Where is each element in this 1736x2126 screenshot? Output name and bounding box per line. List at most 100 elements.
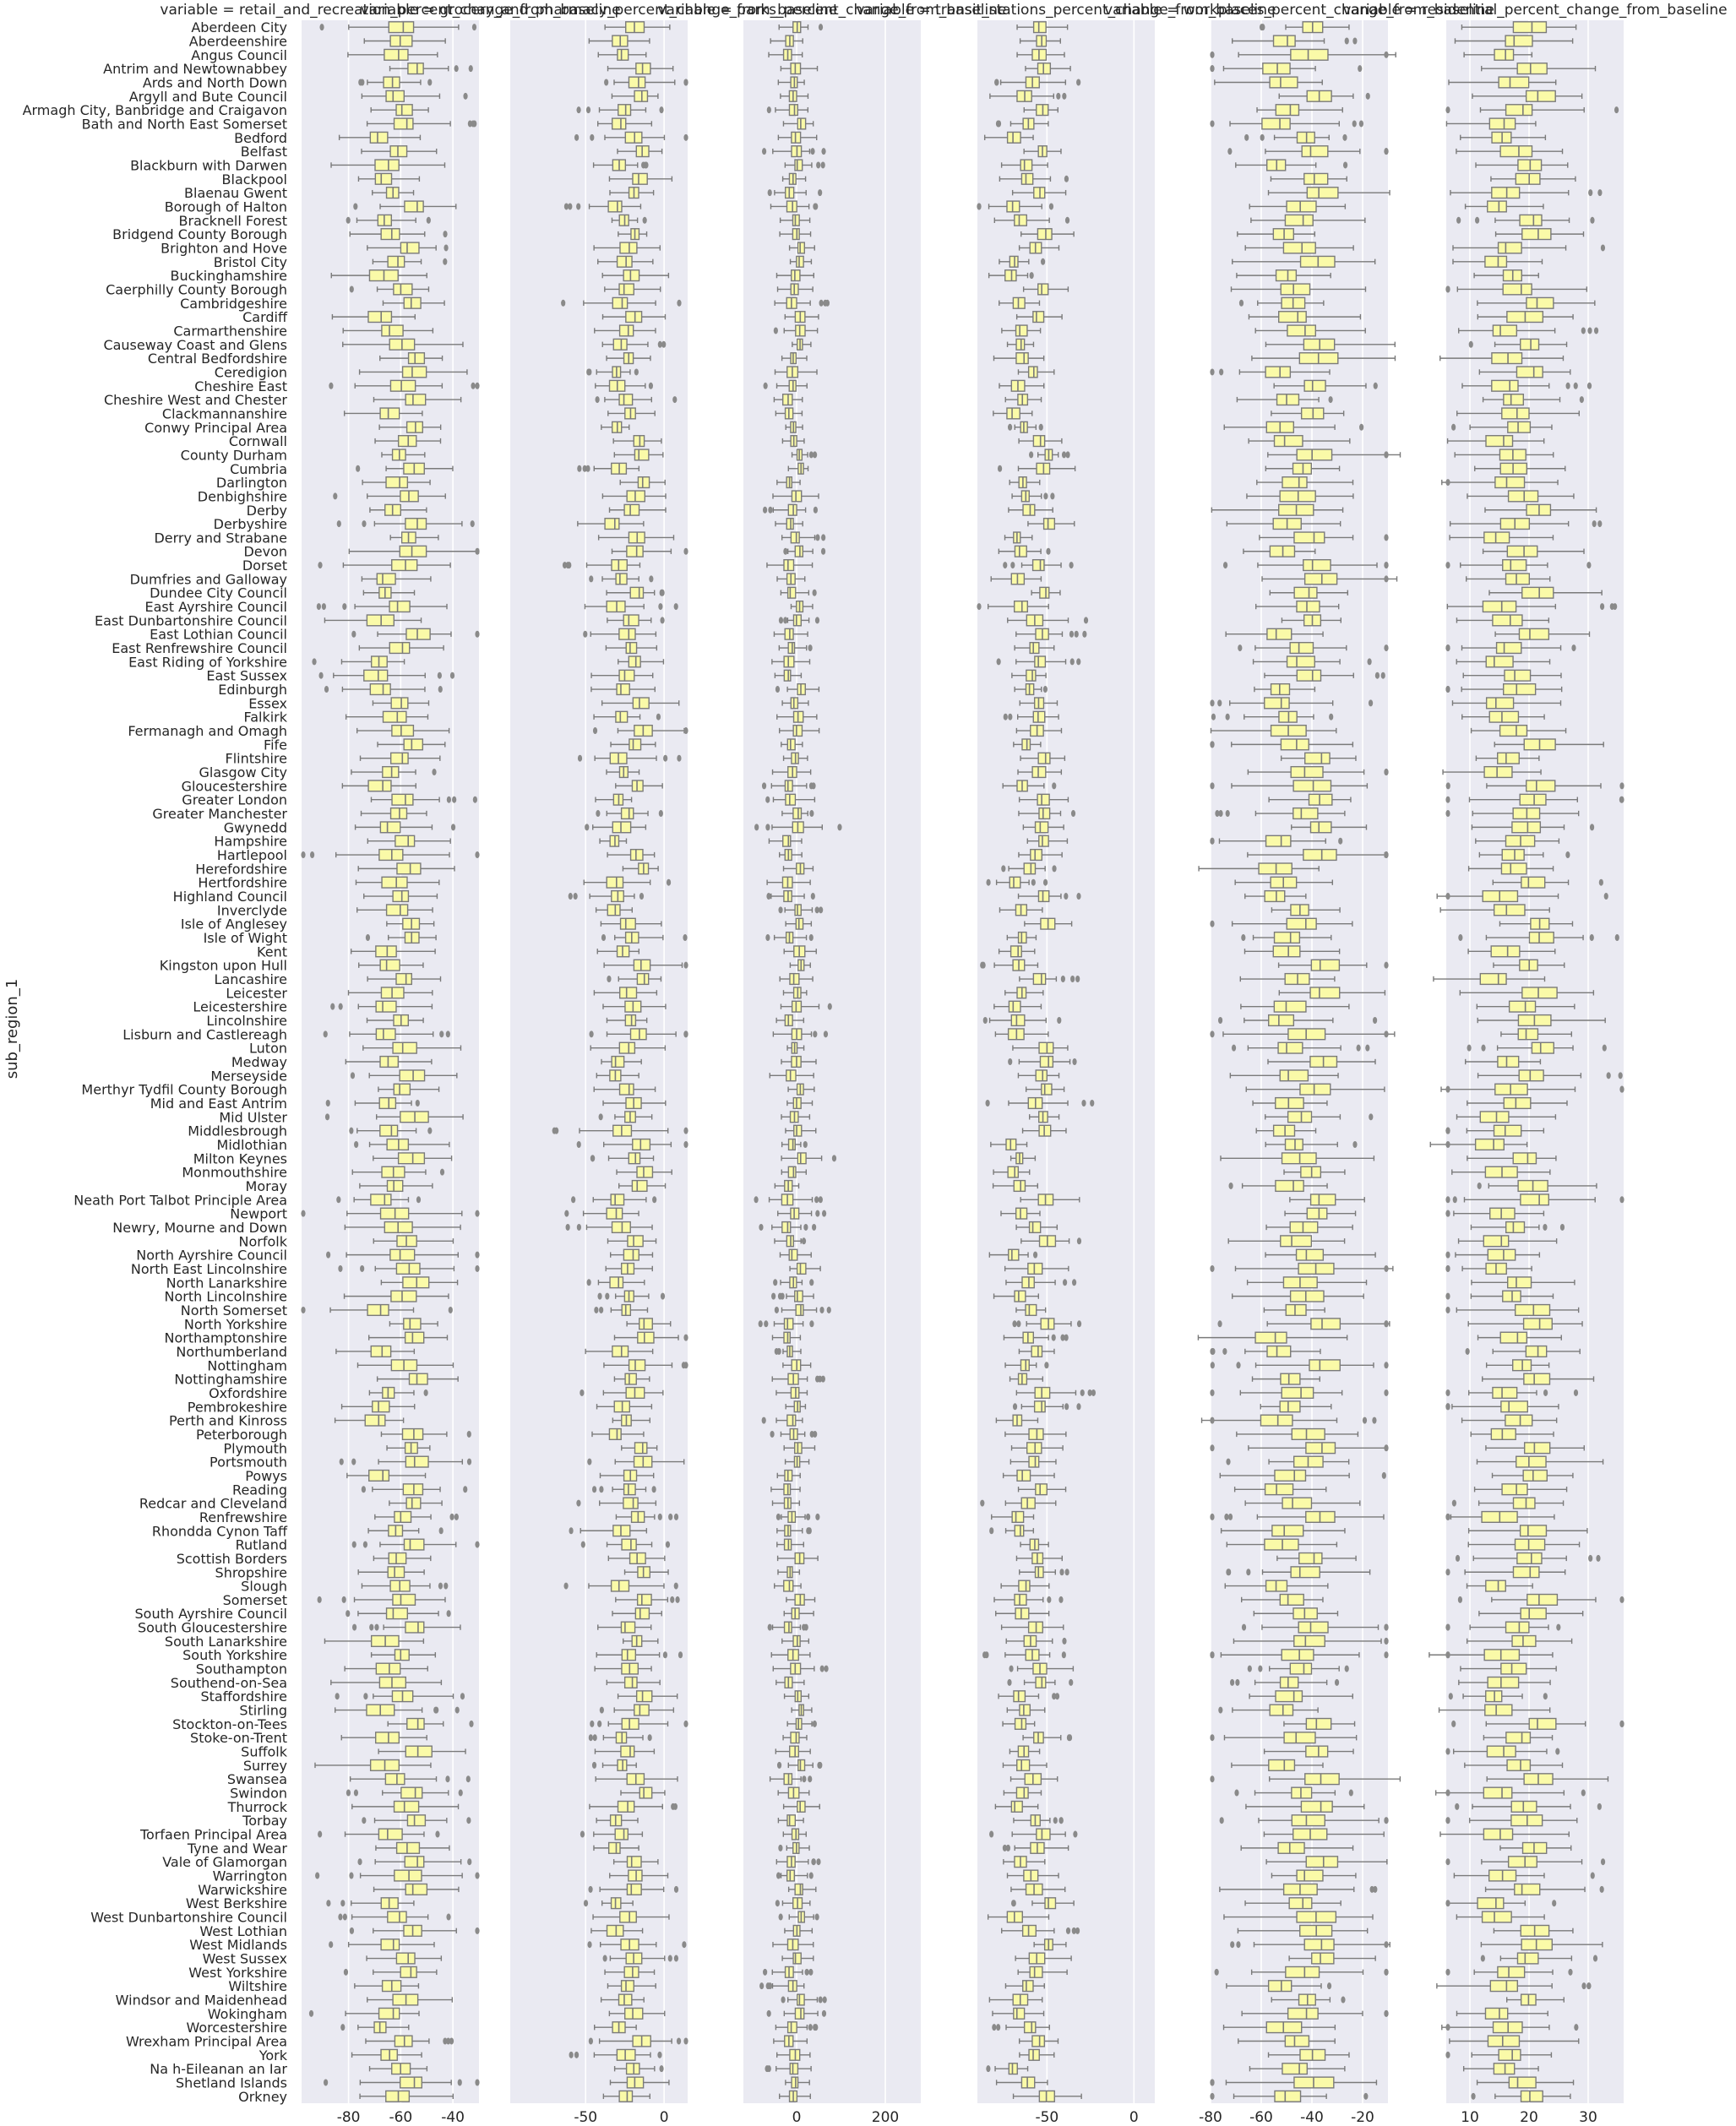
outlier-point (443, 2037, 448, 2045)
box-dorset (766, 559, 814, 572)
box-southend-on-sea (330, 1676, 443, 1688)
iqr-box (395, 1952, 416, 1965)
iqr-box (374, 1732, 400, 1744)
box-herefordshire (622, 862, 659, 875)
box-stirling (1006, 1704, 1046, 1716)
outlier-point (810, 893, 815, 900)
box-clackmannanshire (775, 407, 803, 420)
outlier-point (817, 1375, 823, 1383)
outlier-point (585, 465, 590, 472)
box-pembrokeshire (785, 1400, 807, 1413)
box-york (351, 2048, 422, 2061)
box-vale-of-glamorgan (357, 1856, 472, 1868)
outlier-point (475, 1541, 480, 1548)
iqr-box (1023, 862, 1037, 875)
box-gwynedd (754, 821, 842, 834)
box-caerphilly-county-borough (1022, 283, 1069, 296)
iqr-box (787, 1166, 797, 1178)
iqr-box (784, 780, 793, 792)
box-medway (345, 1055, 433, 1068)
box-isle-of-anglesey (1024, 917, 1073, 930)
iqr-box (623, 1676, 638, 1688)
box-east-sussex (774, 669, 803, 682)
outlier-point (341, 1596, 346, 1603)
iqr-box (405, 1621, 425, 1634)
outlier-point (590, 1155, 596, 1162)
box-middlesbrough (1021, 1124, 1067, 1137)
outlier-point (468, 65, 473, 73)
box-devon (783, 545, 826, 557)
outlier-point (651, 1486, 656, 1493)
box-torfaen-principal-area (318, 1828, 440, 1841)
iqr-box (1269, 76, 1298, 89)
outlier-point (802, 1775, 807, 1783)
box-east-lothian-council (1015, 628, 1087, 640)
x-tick-label: -60 (1249, 2109, 1273, 2126)
outlier-point (446, 2037, 451, 2045)
outlier-point (1076, 1237, 1082, 1245)
outlier-point (1003, 562, 1008, 569)
outlier-point (346, 216, 351, 224)
iqr-box (395, 972, 413, 986)
outlier-point (564, 1210, 569, 1217)
outlier-point (816, 1858, 821, 1866)
outlier-point (810, 148, 815, 155)
panel-1: -80-60-40valuevariable = retail_and_recr… (160, 2, 620, 2126)
box-somerset (615, 1593, 680, 1606)
box-armagh-city-banbridge-and-craigavon (576, 104, 664, 117)
box-southend-on-sea (775, 1676, 805, 1688)
iqr-box (628, 655, 641, 668)
box-bedford (777, 131, 818, 144)
iqr-box (618, 214, 629, 226)
box-south-gloucestershire (351, 1621, 461, 1634)
outlier-point (1071, 1927, 1076, 1934)
box-redcar-and-cleveland (771, 1497, 801, 1509)
outlier-point (813, 203, 818, 210)
iqr-box (403, 1318, 422, 1330)
box-scottish-borders (373, 1552, 432, 1564)
outlier-point (767, 1623, 772, 1631)
outlier-point (659, 106, 664, 114)
box-southampton (1009, 1662, 1075, 1675)
box-dorset (1003, 559, 1074, 572)
outlier-point (656, 713, 661, 720)
box-mid-and-east-antrim (985, 1096, 1095, 1110)
iqr-box (785, 793, 797, 806)
outlier-point (1087, 1389, 1092, 1396)
outlier-point (663, 754, 668, 762)
iqr-box (628, 1152, 641, 1165)
iqr-box (786, 586, 797, 599)
outlier-point (446, 1610, 451, 1618)
iqr-box (375, 1000, 397, 1013)
box-medway (1008, 1055, 1077, 1068)
box-suffolk (775, 1745, 811, 1758)
iqr-box (363, 669, 389, 682)
box-aberdeen-city (319, 21, 477, 34)
box-cardiff (331, 311, 416, 324)
box-conwy-principal-area (1223, 421, 1364, 433)
box-thurrock (351, 1800, 460, 1813)
iqr-box (606, 601, 626, 613)
iqr-box (405, 1745, 433, 1758)
box-wiltshire (607, 1980, 656, 1993)
iqr-box (1020, 1359, 1030, 1372)
outlier-point (312, 658, 317, 666)
box-nottingham (1004, 1359, 1049, 1372)
box-na-h-eileanan-an-iar (368, 2063, 428, 2075)
iqr-box (1015, 338, 1026, 351)
box-renfrewshire (615, 1510, 679, 1523)
box-argyll-and-bute-council (1278, 90, 1370, 102)
outlier-point (585, 824, 590, 831)
iqr-box (620, 1621, 636, 1634)
box-south-lanarkshire (1005, 1634, 1067, 1647)
outlier-point (808, 934, 814, 942)
box-ards-and-north-down (358, 76, 433, 89)
iqr-box (1280, 283, 1311, 296)
outlier-point (761, 1416, 766, 1424)
outlier-point (986, 2065, 991, 2073)
iqr-box (387, 1911, 407, 1923)
iqr-box (1272, 35, 1296, 47)
box-oxfordshire (368, 1386, 428, 1400)
iqr-box (366, 614, 395, 627)
box-milton-keynes (1009, 1152, 1037, 1165)
